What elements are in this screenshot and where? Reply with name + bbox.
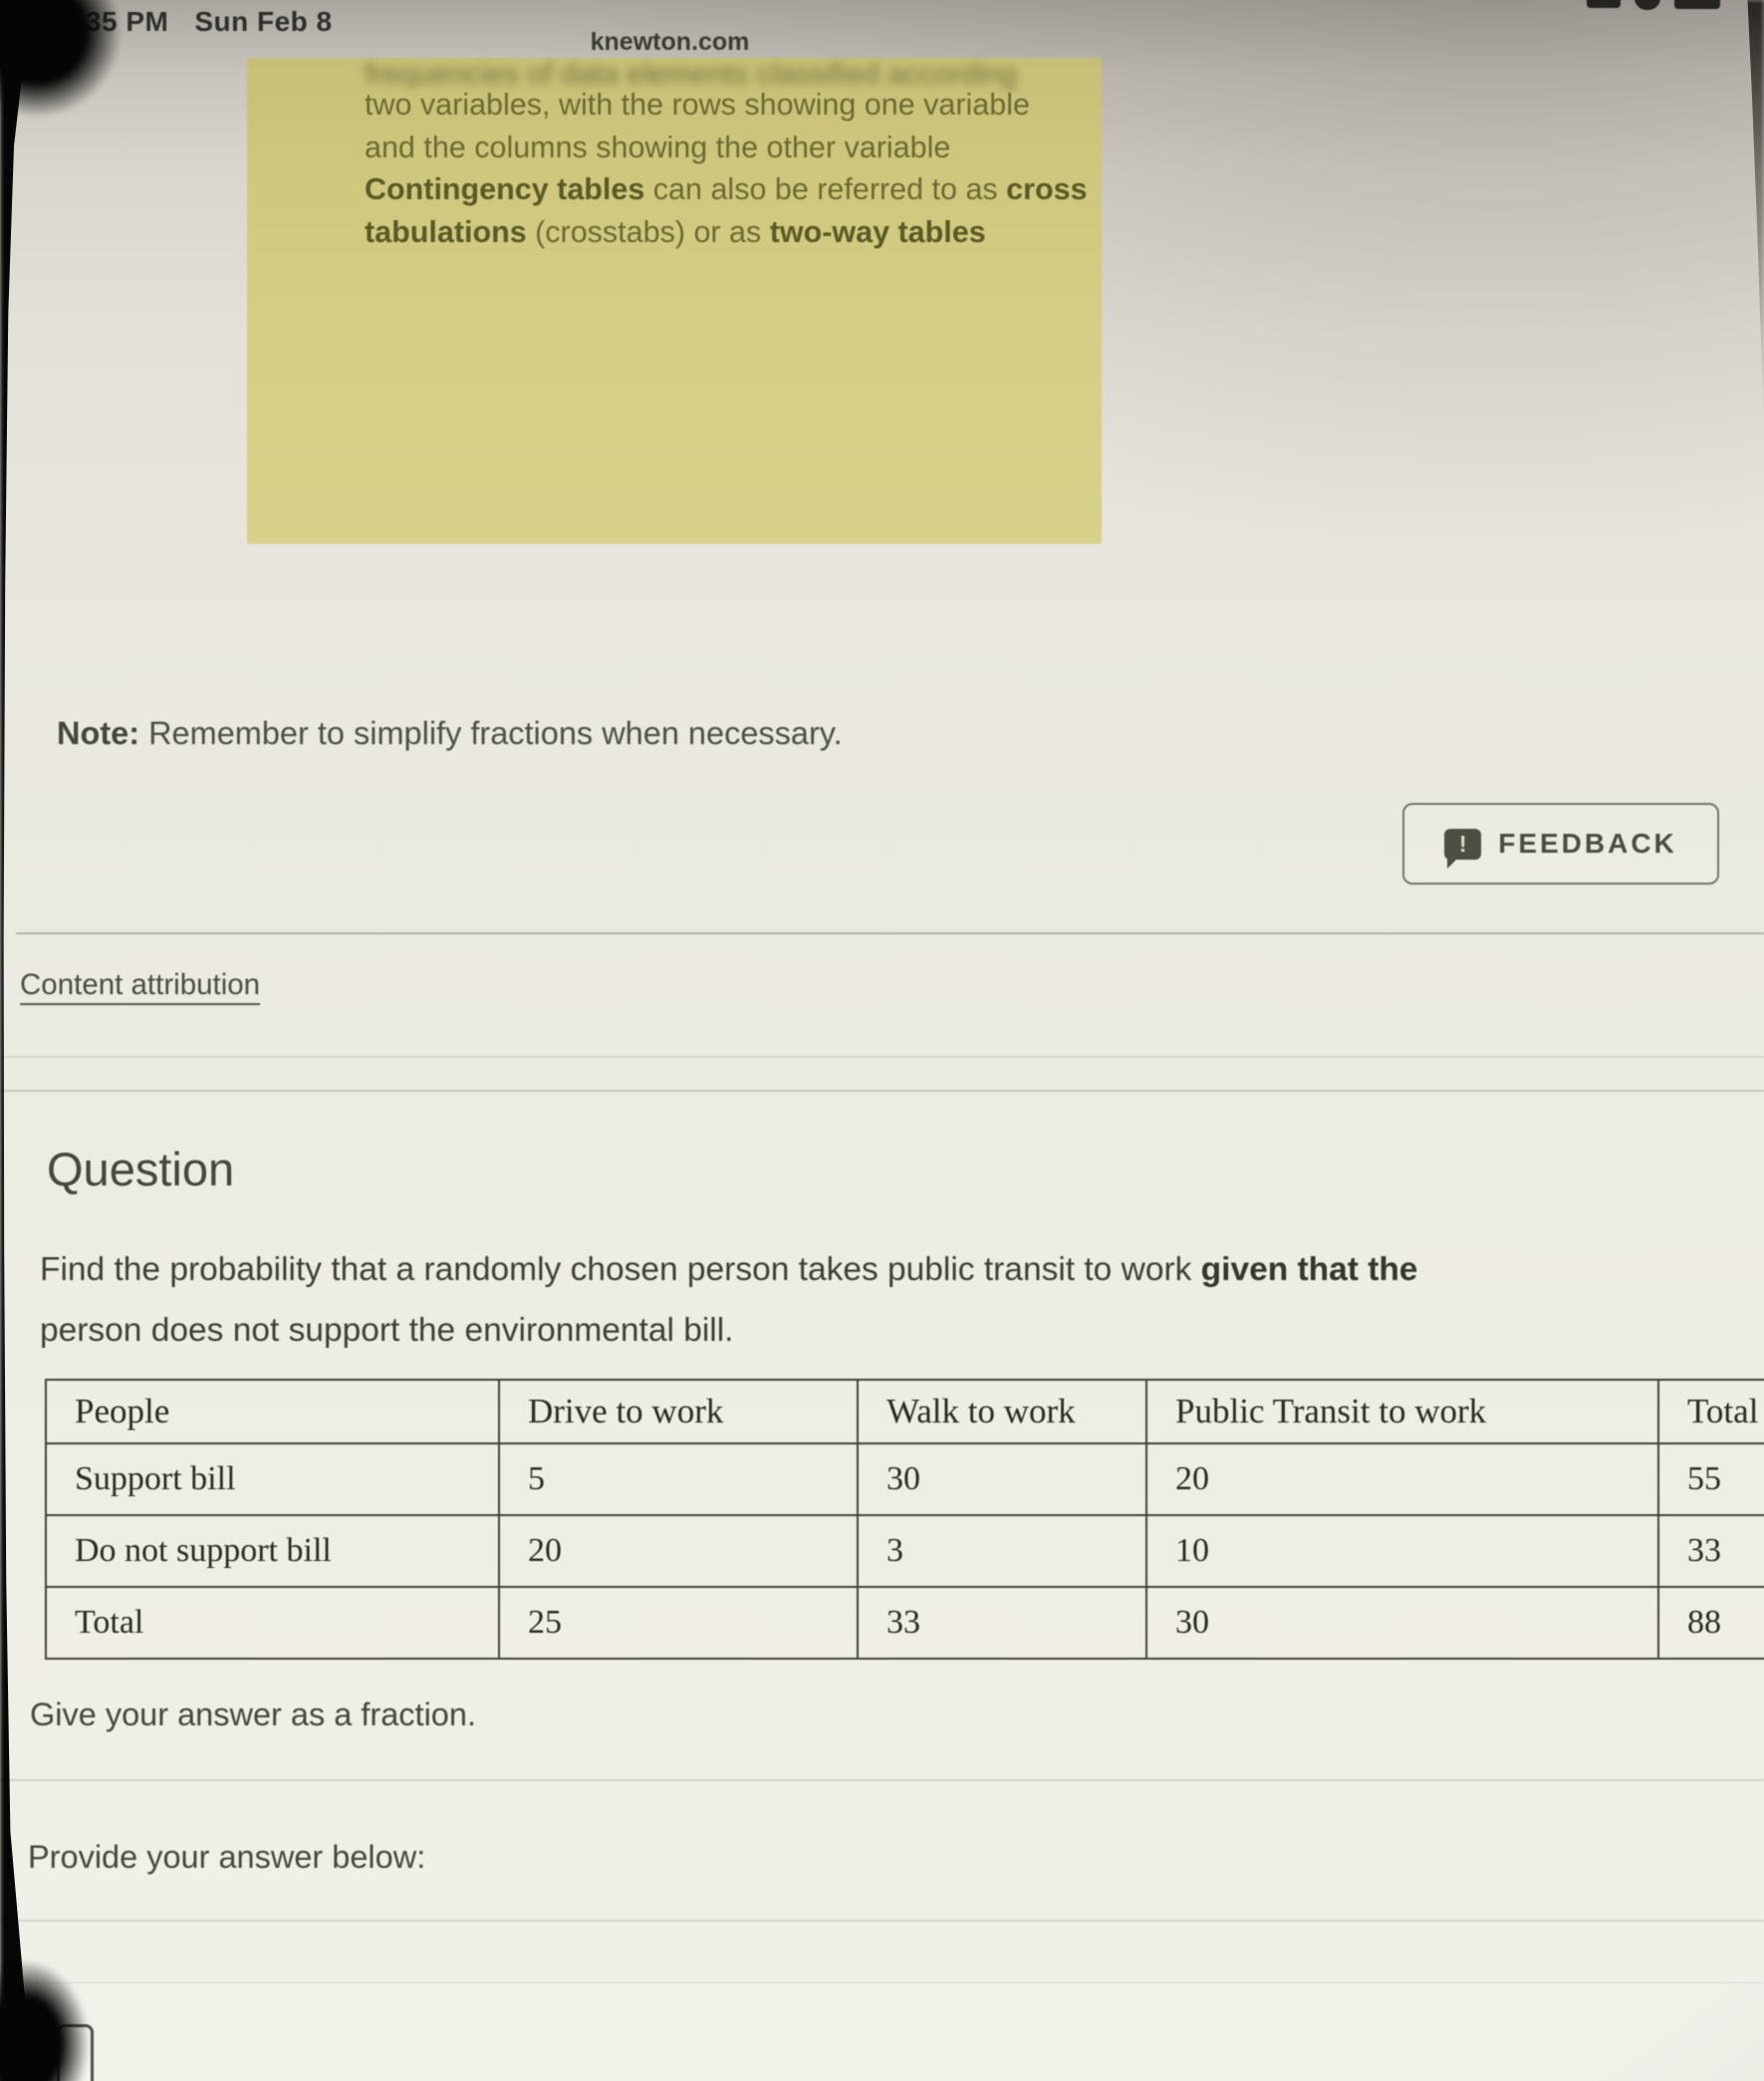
answer-prompt: Provide your answer below:	[28, 1839, 426, 1875]
highlight-text: can also be referred to as	[644, 172, 1007, 206]
question-text: Find the probability that a randomly cho…	[40, 1239, 1417, 1361]
row-label: Total	[45, 1586, 500, 1660]
table-row: Support bill 5 30 20 55	[45, 1442, 1764, 1516]
question-text-bold: given that the	[1200, 1251, 1418, 1288]
table-cell: 25	[498, 1586, 859, 1660]
divider	[0, 1090, 1764, 1092]
table-cell: 30	[857, 1442, 1147, 1516]
table-cell: 10	[1145, 1514, 1659, 1588]
table-cell: 30	[1145, 1586, 1659, 1660]
highlight-line: tabulations (crosstabs) or as two-way ta…	[365, 211, 1088, 254]
table-cell: 3	[857, 1514, 1147, 1588]
table-row: Total 25 33 30 88	[45, 1586, 1764, 1660]
note-body: Remember to simplify fractions when nece…	[139, 715, 843, 751]
table-cell: 20	[1145, 1442, 1659, 1516]
answer-format-instruction: Give your answer as a fraction.	[30, 1696, 476, 1732]
table-cell: 33	[1657, 1514, 1764, 1588]
feedback-speech-bubble-icon: !	[1444, 828, 1482, 869]
highlight-term: tabulations	[365, 214, 527, 249]
feedback-button[interactable]: ! FEEDBACK	[1402, 803, 1719, 885]
address-bar[interactable]: knewton.com	[0, 28, 1340, 57]
exclamation-glyph: !	[1458, 830, 1467, 857]
highlight-blurred-line: frequencies of data elements classified …	[365, 58, 1022, 91]
column-header: Drive to work	[498, 1379, 859, 1444]
table-cell: 55	[1657, 1442, 1764, 1516]
table-header-row: People Drive to work Walk to work Public…	[45, 1379, 1764, 1444]
signal-icon	[1587, 0, 1621, 8]
question-heading: Question	[47, 1143, 235, 1195]
highlight-line: Contingency tables can also be referred …	[365, 168, 1088, 211]
content-attribution-link[interactable]: Content attribution	[20, 968, 261, 1001]
divider	[0, 1779, 1764, 1781]
note-text: Note: Remember to simplify fractions whe…	[57, 715, 843, 752]
table-cell: 20	[498, 1514, 859, 1588]
status-date: Sun Feb 8	[194, 6, 333, 37]
highlight-term: Contingency tables	[365, 172, 645, 206]
highlight-term: two-way tables	[769, 214, 986, 249]
question-line: person does not support the environmenta…	[40, 1312, 734, 1349]
lesson-highlight-box: frequencies of data elements classified …	[247, 58, 1102, 544]
url-text: knewton.com	[590, 28, 750, 56]
column-header: Total	[1657, 1379, 1764, 1444]
divider	[0, 1056, 1764, 1058]
table-cell: 88	[1657, 1586, 1764, 1660]
column-header: Public Transit to work	[1145, 1379, 1659, 1444]
feedback-button-label: FEEDBACK	[1498, 828, 1677, 859]
battery-icon	[1674, 0, 1720, 9]
highlight-line: two variables, with the rows showing one…	[365, 88, 1030, 122]
row-label: Do not support bill	[45, 1514, 500, 1588]
question-line: Find the probability that a randomly cho…	[40, 1239, 1417, 1300]
row-label: Support bill	[45, 1442, 500, 1516]
photo-corner-bottom-left	[0, 1959, 90, 2081]
table-row: Do not support bill 20 3 10 33	[45, 1514, 1764, 1588]
table-cell: 33	[857, 1586, 1147, 1660]
answer-entry-panel	[0, 1982, 1764, 2081]
divider	[0, 1920, 1764, 1922]
question-text-normal: Find the probability that a randomly cho…	[40, 1251, 1201, 1288]
status-icons	[1587, 0, 1720, 10]
highlight-text: (crosstabs) or as	[526, 214, 770, 249]
photo-corner-top-left	[0, 0, 122, 118]
column-header: People	[45, 1379, 500, 1444]
wifi-icon	[1635, 0, 1660, 10]
highlight-line: and the columns showing the other variab…	[365, 130, 951, 164]
divider	[16, 932, 1764, 934]
contingency-table: People Drive to work Walk to work Public…	[45, 1379, 1764, 1660]
highlight-text-block: two variables, with the rows showing one…	[365, 84, 1088, 253]
note-label: Note:	[57, 715, 140, 751]
highlight-term: cross	[1006, 172, 1088, 206]
column-header: Walk to work	[857, 1379, 1147, 1444]
table-cell: 5	[498, 1442, 859, 1516]
